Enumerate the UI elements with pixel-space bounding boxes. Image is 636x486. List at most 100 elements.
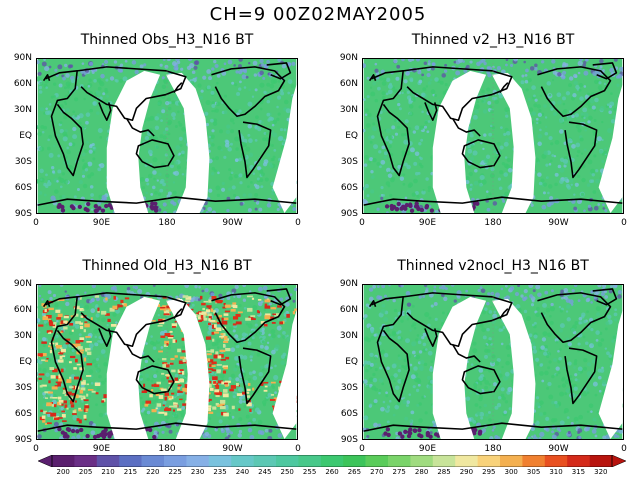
colorbar-label: 275	[392, 468, 406, 476]
lon-label: 180	[484, 444, 502, 454]
colorbar-segment	[365, 455, 389, 467]
lat-label: 90S	[340, 435, 358, 445]
colorbar-label: 235	[213, 468, 227, 476]
colorbar-label: 255	[302, 468, 317, 476]
lon-label: 90W	[548, 218, 569, 228]
lat-label: 30S	[340, 157, 358, 167]
colorbar-segment	[522, 455, 546, 467]
colorbar-label: 240	[235, 468, 250, 476]
colorbar-segment	[276, 455, 299, 467]
colorbar-label: 295	[482, 468, 496, 476]
colorbar-segment	[388, 455, 411, 467]
lon-label: 90W	[222, 218, 243, 228]
colorbar-segment	[320, 455, 344, 467]
lat-label: 60N	[13, 305, 32, 315]
map-panel	[36, 284, 298, 440]
colorbar-label: 210	[101, 468, 115, 476]
colorbar-segment	[298, 455, 322, 467]
lon-label: 180	[158, 444, 176, 454]
lat-label: 60S	[340, 183, 358, 193]
map-canvas	[363, 285, 623, 439]
colorbar-label: 270	[370, 468, 384, 476]
colorbar-label: 260	[325, 468, 339, 476]
colorbar-label: 310	[549, 468, 563, 476]
colorbar-segment	[231, 455, 254, 467]
colorbar-label: 245	[258, 468, 272, 476]
map-canvas	[37, 59, 297, 213]
colorbar-label: 320	[594, 468, 608, 476]
lat-label: 60N	[13, 79, 32, 89]
lat-label: 60S	[14, 409, 32, 419]
colorbar-label: 305	[526, 468, 541, 476]
colorbar-label: 220	[146, 468, 160, 476]
map-canvas	[363, 59, 623, 213]
colorbar-segment	[141, 455, 165, 467]
colorbar-label: 285	[437, 468, 451, 476]
colorbar	[38, 455, 626, 467]
lon-label: 0	[33, 444, 39, 454]
lat-label: 90N	[13, 279, 32, 289]
lat-label: 30N	[13, 331, 32, 341]
lat-label: 90N	[339, 279, 358, 289]
colorbar-label: 315	[571, 468, 586, 476]
lat-label: 60N	[339, 305, 358, 315]
colorbar-label: 215	[123, 468, 138, 476]
lat-label: 60N	[339, 79, 358, 89]
lat-label: 90S	[14, 209, 32, 219]
colorbar-max-arrow	[611, 455, 626, 467]
map-panel	[36, 58, 298, 214]
colorbar-label: 200	[56, 468, 70, 476]
colorbar-segment	[432, 455, 456, 467]
colorbar-segment	[455, 455, 478, 467]
lat-label: 30S	[14, 383, 32, 393]
lon-label: 0	[359, 444, 365, 454]
lat-label: 30S	[340, 383, 358, 393]
lon-label: 0	[621, 444, 627, 454]
map-canvas	[37, 285, 297, 439]
lat-label: 30N	[339, 105, 358, 115]
map-panel	[362, 58, 624, 214]
lon-label: 180	[158, 218, 176, 228]
colorbar-segment	[164, 455, 187, 467]
colorbar-label: 280	[414, 468, 429, 476]
lat-label: 90N	[339, 53, 358, 63]
lat-label: 60S	[340, 409, 358, 419]
page-title: CH=9 00Z02MAY2005	[209, 4, 427, 25]
lat-label: EQ	[19, 357, 32, 367]
lat-label: EQ	[345, 131, 358, 141]
colorbar-segment	[208, 455, 232, 467]
lon-label: 0	[621, 218, 627, 228]
lon-label: 90E	[92, 218, 111, 228]
colorbar-min-arrow	[38, 455, 53, 467]
lon-label: 90E	[92, 444, 111, 454]
map-panel	[362, 284, 624, 440]
colorbar-segment	[74, 455, 98, 467]
colorbar-segment	[96, 455, 120, 467]
lon-label: 0	[359, 218, 365, 228]
lon-label: 90W	[222, 444, 243, 454]
colorbar-label: 225	[168, 468, 182, 476]
lat-label: 90S	[14, 435, 32, 445]
colorbar-segment	[567, 455, 590, 467]
colorbar-label: 205	[78, 468, 93, 476]
colorbar-label: 230	[190, 468, 205, 476]
lon-label: 0	[295, 218, 301, 228]
lon-label: 0	[33, 218, 39, 228]
panel-title: Thinned v2nocl_H3_N16 BT	[397, 258, 589, 274]
panel-title: Thinned Obs_H3_N16 BT	[80, 32, 254, 48]
lon-label: 90W	[548, 444, 569, 454]
lon-label: 90E	[418, 444, 437, 454]
lat-label: 60S	[14, 183, 32, 193]
colorbar-label: 290	[459, 468, 474, 476]
colorbar-segment	[544, 455, 568, 467]
lat-label: 30N	[13, 105, 32, 115]
colorbar-segment	[52, 455, 75, 467]
colorbar-segment	[589, 455, 613, 467]
lon-label: 180	[484, 218, 502, 228]
colorbar-label: 250	[280, 468, 294, 476]
lat-label: EQ	[345, 357, 358, 367]
colorbar-segment	[186, 455, 210, 467]
lat-label: 30N	[339, 331, 358, 341]
lon-label: 90E	[418, 218, 437, 228]
lat-label: 30S	[14, 157, 32, 167]
